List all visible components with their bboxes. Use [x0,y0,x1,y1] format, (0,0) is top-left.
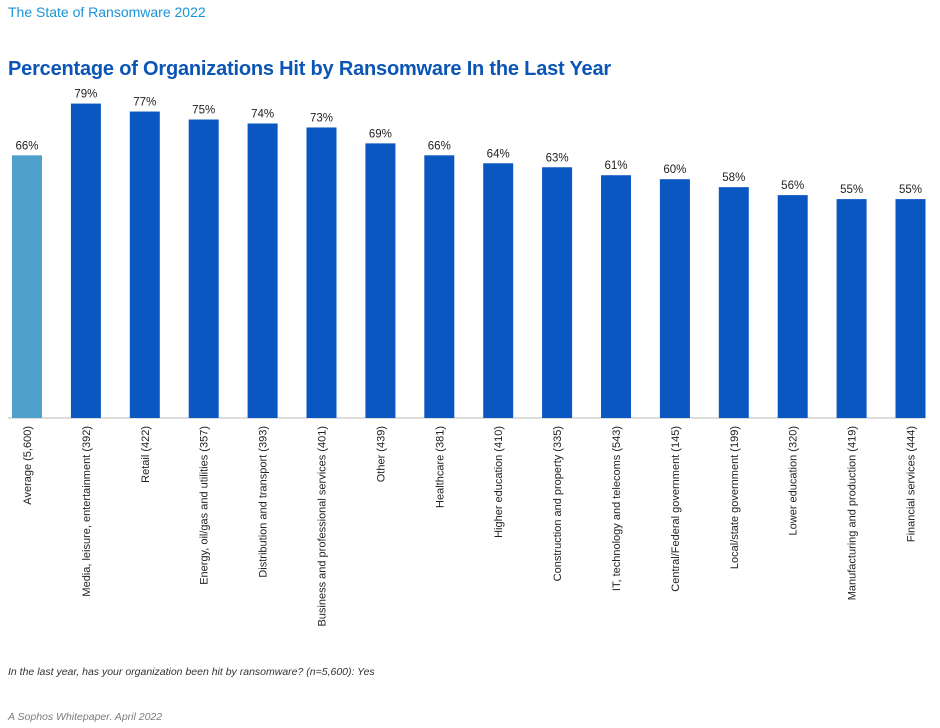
bar-value-label: 55% [899,184,922,196]
sector-bar [483,163,514,418]
category-label: Energy, oil/gas and utilities (357) [199,426,211,585]
category-label: Lower education (320) [788,426,800,535]
sector-bar [718,187,749,418]
average-bar [12,155,42,418]
bar-value-label: 56% [781,180,804,192]
sector-bar [601,175,631,418]
category-label: Distribution and transport (393) [258,426,270,578]
category-label: Media, leisure, entertainment (392) [81,426,93,597]
sector-bar [542,167,573,418]
bar-value-label: 74% [251,108,274,120]
sector-bar [836,199,867,418]
category-label: IT, technology and telecoms (543) [611,426,623,591]
report-header: The State of Ransomware 2022 [8,4,206,20]
sector-bar [777,195,808,418]
category-label: Healthcare (381) [434,426,446,508]
bar-value-label: 60% [663,164,686,176]
chart-title: Percentage of Organizations Hit by Ranso… [8,58,611,80]
category-label: Construction and property (335) [552,426,564,581]
category-label: Local/state government (199) [729,426,741,569]
category-label: Manufacturing and production (419) [847,426,859,600]
sector-bar [188,119,219,418]
category-label: Financial services (444) [906,426,918,542]
bar-value-label: 77% [133,97,156,109]
category-label: Business and professional services (401) [317,426,329,627]
bar-value-label: 73% [310,112,333,124]
bar-value-label: 66% [15,140,38,152]
bar-value-label: 63% [546,152,569,164]
bar-value-label: 75% [192,105,215,117]
bar-value-label: 64% [487,148,510,160]
category-label: Higher education (410) [493,426,505,538]
sector-bar [365,143,396,418]
sector-bar [129,111,160,418]
bar-value-label: 79% [74,89,97,101]
bar-value-label: 55% [840,184,863,196]
bar-value-label: 58% [722,172,745,184]
sector-bar [424,155,455,418]
bar-value-label: 69% [369,128,392,140]
source-note: A Sophos Whitepaper. April 2022 [8,711,163,723]
sector-bar [306,127,337,419]
category-label: Other (439) [375,426,387,482]
category-label: Average (5,600) [22,426,34,505]
bar-chart: 66% Average (5,600) 79% Media, leisure, ent… [8,89,926,627]
sector-bar [895,199,926,418]
category-label: Retail (422) [140,426,152,483]
sector-bar [659,179,690,418]
category-label: Central/Federal government (145) [670,426,682,592]
bar-value-label: 61% [604,160,627,172]
survey-footnote: In the last year, has your organization … [8,666,375,678]
sector-bar [247,123,278,418]
sector-bar [70,103,101,418]
bar-value-label: 66% [428,140,451,152]
